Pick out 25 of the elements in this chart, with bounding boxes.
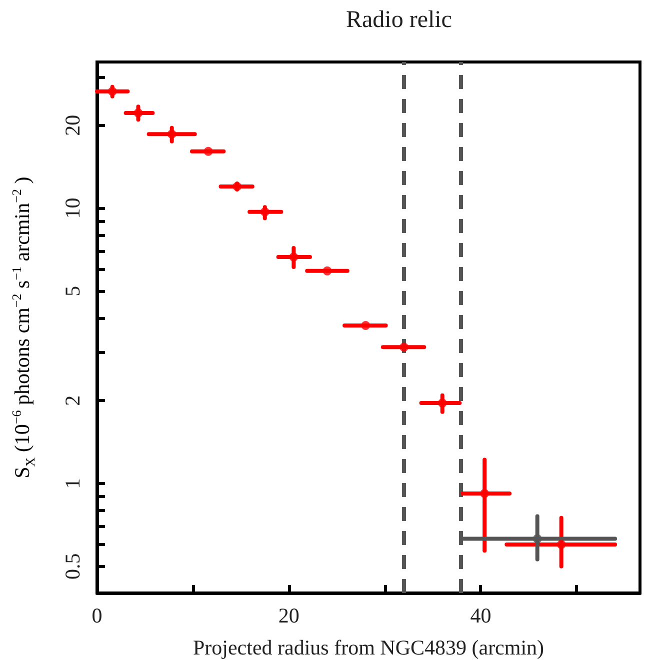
- point: [361, 321, 370, 330]
- y-tick-label: 2: [60, 395, 84, 406]
- point: [108, 86, 117, 96]
- y-tick-label: 0.5: [60, 553, 84, 580]
- y-tick-label: 20: [60, 114, 84, 136]
- x-tick-label: 0: [92, 604, 102, 628]
- point: [232, 182, 242, 191]
- y-tick-label: 5: [60, 286, 84, 296]
- point: [556, 540, 566, 550]
- point: [322, 266, 332, 276]
- text: Radio relic: [346, 7, 452, 33]
- point: [260, 207, 270, 216]
- point: [400, 342, 408, 352]
- x-tick-label: 40: [470, 604, 492, 628]
- y-tick-label: 1: [60, 478, 84, 489]
- y-tick-label: 10: [60, 198, 84, 219]
- point: [167, 130, 176, 139]
- point: [532, 534, 542, 544]
- x-axis-title: Projected radius from NGC4839 (arcmin): [192, 636, 544, 660]
- point: [289, 252, 298, 262]
- point: [204, 146, 213, 156]
- point: [134, 108, 143, 118]
- point: [438, 398, 447, 408]
- x-tick-label: 20: [278, 604, 300, 628]
- point: [480, 488, 490, 498]
